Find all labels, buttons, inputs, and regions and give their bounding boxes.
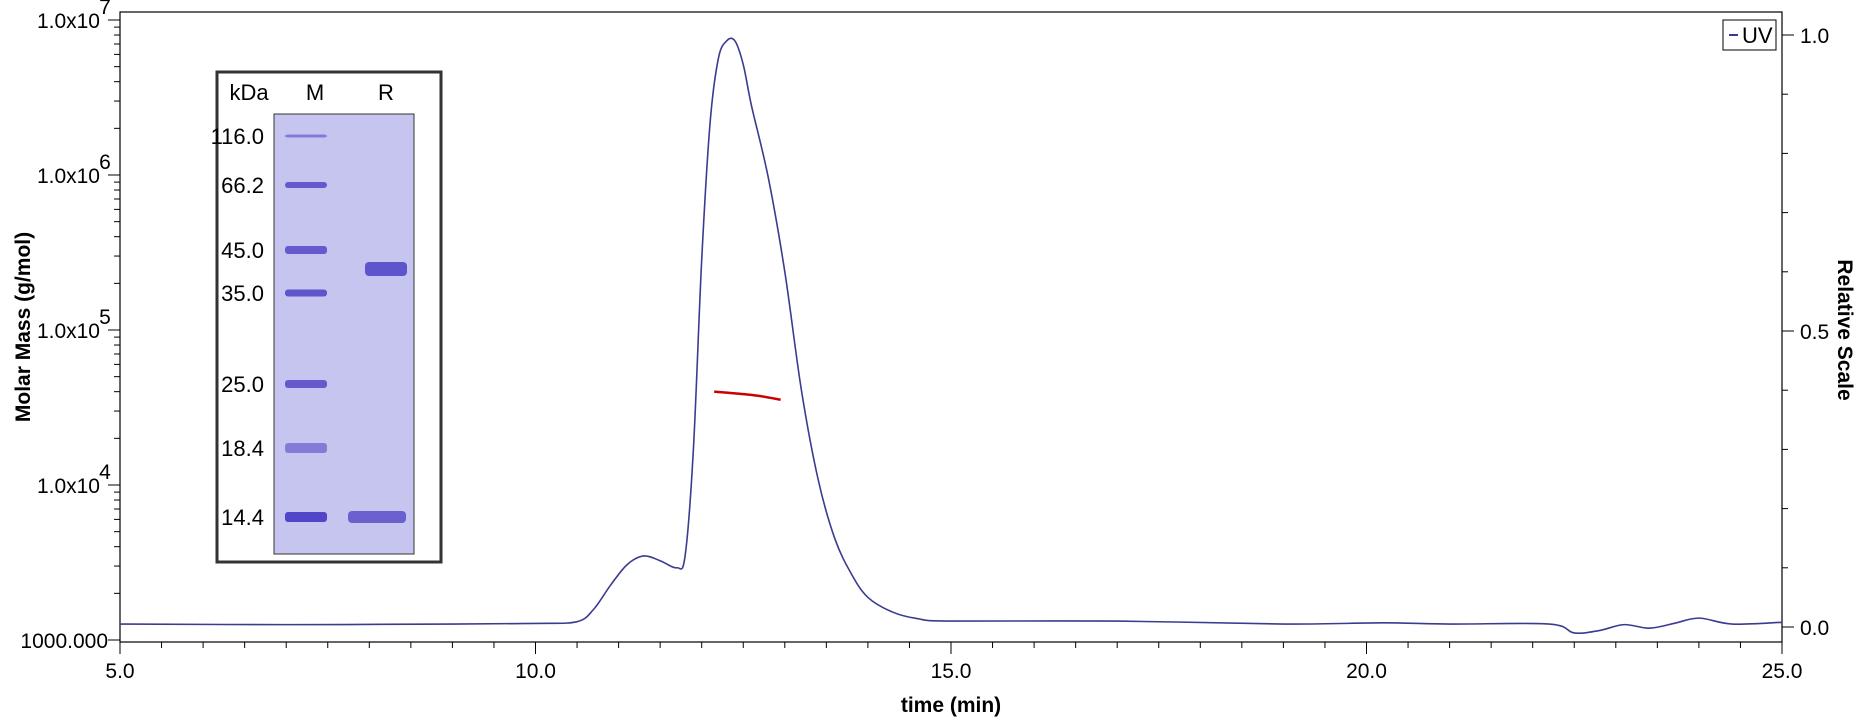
y-left-tick-label: 1.0x10 — [37, 320, 100, 343]
y-left-tick-label: 1.0x10 — [37, 475, 100, 498]
gel-lane-label-m: M — [306, 80, 324, 105]
gel-marker-label: 14.4 — [221, 505, 264, 530]
gel-marker-band — [285, 443, 327, 453]
y-right-tick-label: 0.5 — [1800, 321, 1829, 344]
right-y-axis: 0.0 0.5 1.0 — [1782, 25, 1829, 640]
x-tick-label: 10.0 — [515, 660, 556, 683]
molar-mass-line — [714, 390, 781, 401]
left-y-axis-title: Molar Mass (g/mol) — [12, 232, 35, 422]
gel-marker-band — [285, 289, 327, 297]
gel-marker-label: 116.0 — [211, 124, 264, 149]
gel-marker-label: 18.4 — [221, 436, 264, 461]
y-left-tick-exponent: 7 — [99, 0, 111, 19]
series-layer — [119, 37, 1783, 635]
gel-lane-label-r: R — [378, 80, 394, 105]
y-right-tick-label: 1.0 — [1800, 25, 1829, 48]
y-left-tick-exponent: 4 — [99, 461, 111, 484]
gel-marker-label: 25.0 — [221, 372, 264, 397]
gel-sample-band-lower — [348, 511, 406, 523]
x-tick-label: 25.0 — [1762, 660, 1803, 683]
x-axis-title: time (min) — [901, 694, 1001, 717]
gel-marker-band — [285, 246, 327, 254]
gel-inset: kDa M R 116.0 66.2 45.0 35.0 25.0 18.4 14.4 — [211, 70, 443, 564]
gel-marker-band — [285, 512, 327, 522]
right-y-axis-title: Relative Scale — [1833, 259, 1856, 400]
x-tick-label: 15.0 — [931, 660, 972, 683]
y-left-tick-exponent: 6 — [99, 151, 111, 174]
x-tick-label: 5.0 — [105, 660, 134, 683]
y-left-tick-label: 1000.000 — [20, 630, 108, 653]
legend: UV — [1722, 19, 1777, 51]
y-left-tick-label: 1.0x10 — [37, 10, 100, 33]
gel-marker-band — [285, 380, 327, 388]
y-left-tick-label: 1.0x10 — [37, 165, 100, 188]
gel-marker-label: 35.0 — [221, 281, 264, 306]
gel-bands: 116.0 66.2 45.0 35.0 25.0 18.4 14.4 — [211, 124, 407, 530]
y-left-tick-exponent: 5 — [99, 306, 111, 329]
gel-marker-band — [285, 182, 327, 188]
uv-trace-line — [119, 37, 1783, 635]
x-axis: 5.0 10.0 15.0 20.0 25.0 — [105, 642, 1802, 683]
legend-label: UV — [1742, 23, 1773, 48]
x-tick-label: 20.0 — [1346, 660, 1387, 683]
gel-unit-label: kDa — [229, 80, 269, 105]
gel-marker-label: 45.0 — [221, 238, 264, 263]
y-right-tick-label: 0.0 — [1800, 617, 1829, 640]
gel-marker-label: 66.2 — [221, 173, 264, 198]
gel-sample-band-upper — [365, 262, 407, 276]
gel-lanes — [273, 113, 415, 555]
gel-marker-band — [285, 134, 327, 138]
